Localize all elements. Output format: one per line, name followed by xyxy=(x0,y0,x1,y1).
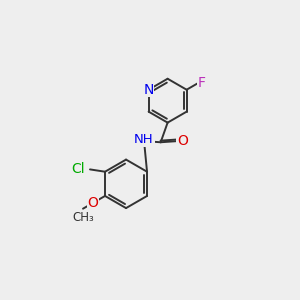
Text: O: O xyxy=(177,134,188,148)
Text: F: F xyxy=(198,76,206,90)
Text: O: O xyxy=(88,196,98,210)
Text: N: N xyxy=(143,83,154,97)
Text: CH₃: CH₃ xyxy=(72,211,94,224)
Text: Cl: Cl xyxy=(71,162,85,176)
Text: NH: NH xyxy=(134,134,154,146)
